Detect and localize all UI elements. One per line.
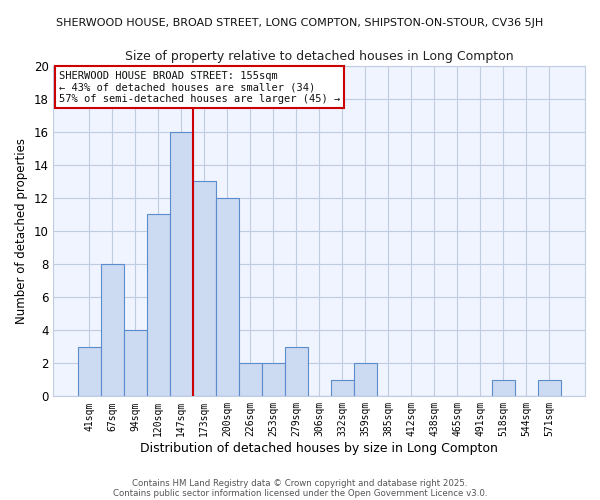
X-axis label: Distribution of detached houses by size in Long Compton: Distribution of detached houses by size … [140,442,498,455]
Bar [193,182,215,396]
Bar [492,380,515,396]
Text: SHERWOOD HOUSE BROAD STREET: 155sqm
← 43% of detached houses are smaller (34)
57: SHERWOOD HOUSE BROAD STREET: 155sqm ← 43… [59,70,340,104]
Bar [170,132,193,396]
Bar [101,264,124,396]
Bar [239,364,262,396]
Text: SHERWOOD HOUSE, BROAD STREET, LONG COMPTON, SHIPSTON-ON-STOUR, CV36 5JH: SHERWOOD HOUSE, BROAD STREET, LONG COMPT… [56,18,544,28]
Bar [146,214,170,396]
Bar [284,346,308,397]
Bar [538,380,561,396]
Bar [215,198,239,396]
Title: Size of property relative to detached houses in Long Compton: Size of property relative to detached ho… [125,50,514,63]
Bar [354,364,377,396]
Bar [262,364,284,396]
Bar [124,330,146,396]
Text: Contains HM Land Registry data © Crown copyright and database right 2025.: Contains HM Land Registry data © Crown c… [132,478,468,488]
Bar [77,346,101,397]
Text: Contains public sector information licensed under the Open Government Licence v3: Contains public sector information licen… [113,488,487,498]
Bar [331,380,354,396]
Y-axis label: Number of detached properties: Number of detached properties [15,138,28,324]
